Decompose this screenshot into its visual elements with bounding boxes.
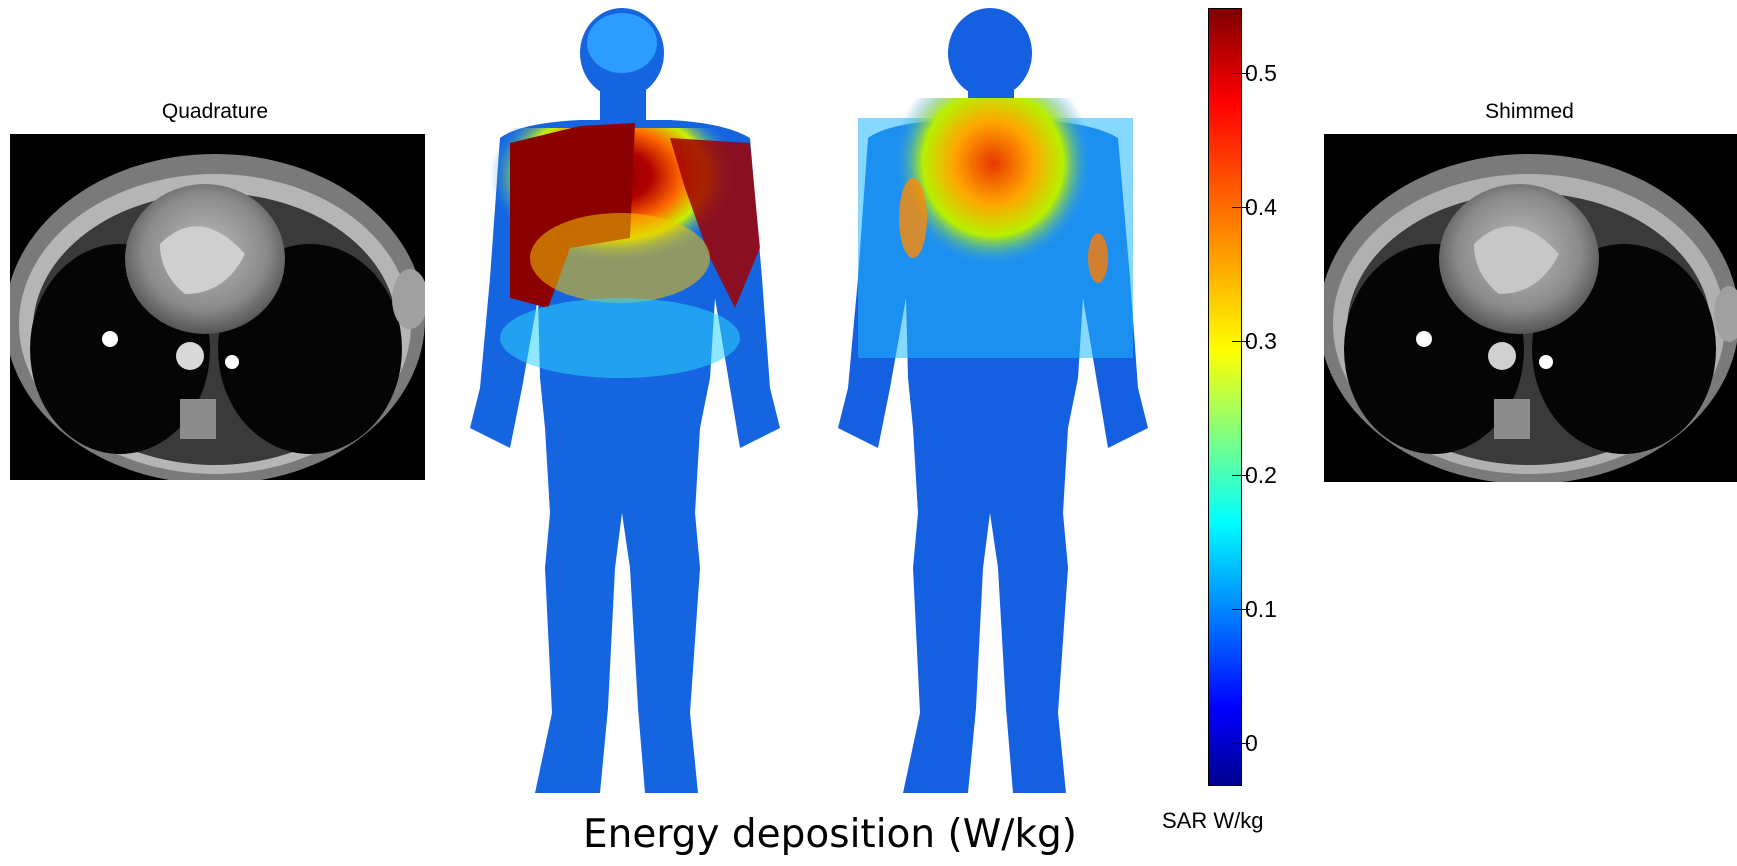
figure-caption: Energy deposition (W/kg) [582,812,1078,857]
right-mri-image [1324,134,1737,482]
colorbar-tick-label: 0.5 [1245,60,1277,86]
sar-colorbar [1208,8,1242,786]
colorbar-tick-label: 0 [1245,730,1258,756]
left-panel-title: Quadrature [161,100,269,123]
colorbar-tick-label: 0.2 [1245,462,1277,488]
colorbar-tick-label: 0.1 [1245,596,1277,622]
back-body-sar-map [838,8,1148,793]
front-body-sar-map [470,8,780,793]
left-mri-image [10,134,425,480]
colorbar-unit-label: SAR W/kg [1162,808,1264,833]
right-panel-title: Shimmed [1485,100,1574,123]
colorbar-tick-label: 0.3 [1245,328,1277,354]
colorbar-tick-label: 0.4 [1245,194,1277,220]
